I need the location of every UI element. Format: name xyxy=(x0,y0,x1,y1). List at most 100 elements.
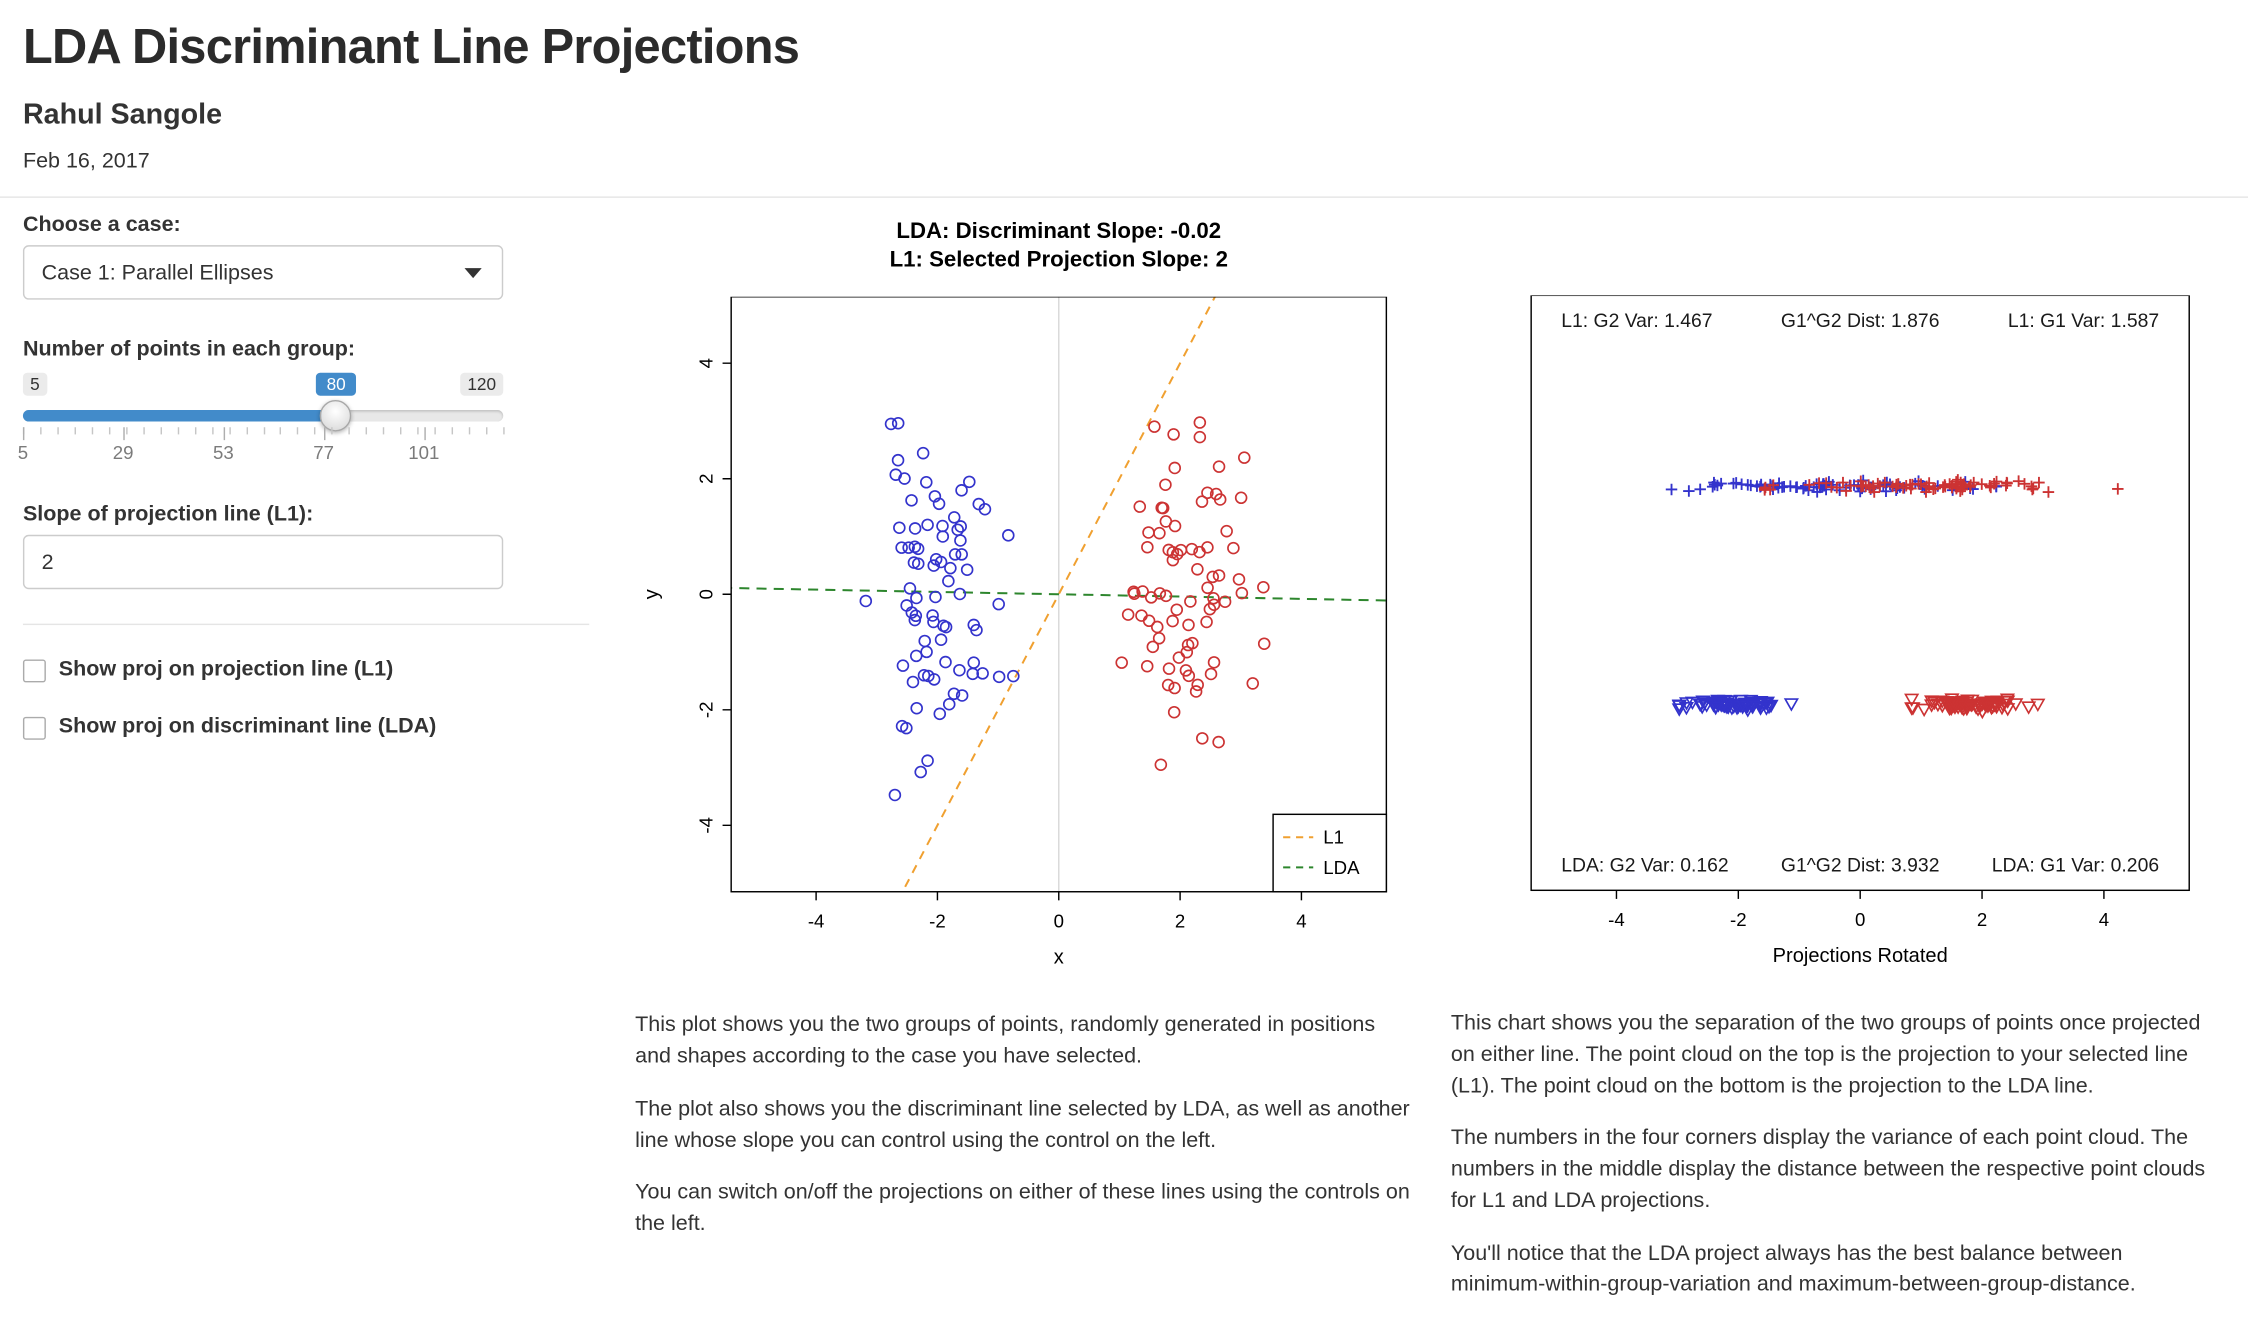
points-slider-label: Number of points in each group: xyxy=(22,336,356,362)
svg-text:-2: -2 xyxy=(929,911,946,932)
slider-major-tick xyxy=(423,427,426,441)
svg-text:L1: G2 Var: 1.467: L1: G2 Var: 1.467 xyxy=(1561,310,1712,332)
scatter-plot: -4 -2 0 2 4 -4 -2 0 2 4 x y L1 LDA xyxy=(641,297,1388,969)
points-slider[interactable]: 5 120 80 5 29 53 77 101 xyxy=(18,372,505,465)
case-select-label: Choose a case: xyxy=(22,212,181,237)
svg-text:x: x xyxy=(1054,947,1064,969)
slider-grid-label: 5 xyxy=(17,441,29,464)
case-select[interactable]: Case 1: Parallel Ellipses xyxy=(22,245,504,300)
svg-text:4: 4 xyxy=(1296,911,1306,932)
slider-min-label: 5 xyxy=(22,372,47,396)
svg-text:Projections Rotated: Projections Rotated xyxy=(1773,945,1948,967)
slider-grid-label: 53 xyxy=(213,441,234,464)
slider-grid-label: 29 xyxy=(112,441,134,464)
show-proj-l1-checkbox-row[interactable]: Show proj on projection line (L1) xyxy=(22,656,589,683)
slider-fill xyxy=(22,410,337,422)
main-row: Choose a case: Case 1: Parallel Ellipses… xyxy=(0,198,2248,1322)
svg-text:y: y xyxy=(641,590,663,600)
slider-minor-tick xyxy=(177,427,179,435)
slider-minor-tick xyxy=(348,427,351,435)
slider-minor-tick xyxy=(228,427,231,435)
slope-input-label: Slope of projection line (L1): xyxy=(22,501,314,527)
slider-minor-tick xyxy=(91,427,93,435)
show-proj-lda-checkbox[interactable] xyxy=(22,716,46,740)
show-proj-l1-label: Show proj on projection line (L1) xyxy=(58,656,394,681)
slider-minor-tick xyxy=(434,427,437,435)
show-proj-lda-label: Show proj on discriminant line (LDA) xyxy=(58,713,437,739)
slider-minor-tick xyxy=(400,427,402,435)
slider-minor-tick xyxy=(74,427,76,435)
slider-minor-tick xyxy=(280,427,282,435)
slider-minor-tick xyxy=(108,427,111,435)
slider-major-tick xyxy=(123,427,125,441)
scatter-plot-title-line1: LDA: Discriminant Slope: -0.02 xyxy=(896,219,1222,244)
slider-value-badge: 80 xyxy=(316,372,356,396)
show-proj-l1-checkbox[interactable] xyxy=(22,659,46,683)
svg-text:2: 2 xyxy=(1977,909,1987,930)
svg-text:4: 4 xyxy=(2099,909,2109,930)
sidebar-divider xyxy=(22,623,590,626)
svg-text:0: 0 xyxy=(1054,911,1064,932)
header: LDA Discriminant Line Projections Rahul … xyxy=(0,0,2248,173)
svg-text:G1^G2 Dist: 1.876: G1^G2 Dist: 1.876 xyxy=(1781,310,1940,332)
svg-text:-2: -2 xyxy=(1730,909,1747,930)
author: Rahul Sangole xyxy=(22,98,223,131)
note-paragraph: The plot also shows you the discriminant… xyxy=(635,1096,1410,1152)
slider-minor-tick xyxy=(314,427,316,435)
svg-text:2: 2 xyxy=(1175,911,1185,932)
note-paragraph: The numbers in the four corners display … xyxy=(1450,1125,2206,1213)
show-proj-lda-checkbox-row[interactable]: Show proj on discriminant line (LDA) xyxy=(22,713,589,740)
svg-text:4: 4 xyxy=(696,358,717,368)
scatter-plot-notes: This plot shows you the two groups of po… xyxy=(635,1010,1412,1240)
slider-handle[interactable] xyxy=(320,399,352,432)
svg-text:-4: -4 xyxy=(808,911,825,932)
spacer xyxy=(1451,198,2215,295)
slider-minor-tick xyxy=(160,427,162,435)
slider-minor-tick xyxy=(143,427,145,435)
slider-major-tick xyxy=(323,427,326,441)
slider-minor-tick xyxy=(451,427,454,435)
slider-minor-tick xyxy=(40,427,42,435)
scatter-plot-title-line2: L1: Selected Projection Slope: 2 xyxy=(889,248,1228,273)
header-divider xyxy=(0,196,2248,198)
slider-minor-tick xyxy=(57,427,59,435)
slider-minor-tick xyxy=(263,427,265,435)
slider-grid-label: 101 xyxy=(408,441,440,464)
slope-input[interactable] xyxy=(22,534,504,590)
svg-text:-2: -2 xyxy=(696,702,717,719)
sidebar: Choose a case: Case 1: Parallel Ellipses… xyxy=(18,198,590,740)
slider-minor-tick xyxy=(365,427,368,435)
date: Feb 16, 2017 xyxy=(22,149,150,174)
slider-major-tick xyxy=(22,427,25,441)
slider-minor-tick xyxy=(211,427,214,435)
note-paragraph: This plot shows you the two groups of po… xyxy=(635,1012,1376,1069)
svg-text:LDA: G2 Var: 0.162: LDA: G2 Var: 0.162 xyxy=(1561,855,1728,877)
note-paragraph: You'll notice that the LDA project alway… xyxy=(1450,1240,2136,1297)
slider-minor-tick xyxy=(503,427,505,435)
svg-text:0: 0 xyxy=(1855,909,1865,930)
projection-plot-column: L1: G2 Var: 1.467 G1^G2 Dist: 1.876 L1: G1… xyxy=(1451,198,2215,1322)
slider-minor-tick xyxy=(383,427,385,435)
slider-grid-label: 77 xyxy=(313,441,335,464)
slider-minor-tick xyxy=(297,427,299,435)
svg-text:G1^G2 Dist: 3.932: G1^G2 Dist: 3.932 xyxy=(1781,855,1940,877)
scatter-plot-column: LDA: Discriminant Slope: -0.02 L1: Selec… xyxy=(635,198,1412,1261)
svg-text:L1: G1 Var: 1.587: L1: G1 Var: 1.587 xyxy=(2008,310,2159,332)
svg-text:L1: L1 xyxy=(1323,827,1344,848)
svg-text:LDA: G1 Var: 0.206: LDA: G1 Var: 0.206 xyxy=(1992,855,2159,877)
slider-minor-tick xyxy=(331,427,334,435)
slider-grid: 5 29 53 77 101 xyxy=(18,427,505,464)
slider-minor-tick xyxy=(486,427,488,435)
svg-text:LDA: LDA xyxy=(1323,857,1360,878)
svg-text:-4: -4 xyxy=(1608,909,1625,930)
slider-major-tick xyxy=(223,427,225,441)
svg-text:-4: -4 xyxy=(696,817,717,834)
note-paragraph: You can switch on/off the projections on… xyxy=(635,1180,1410,1236)
slider-max-label: 120 xyxy=(460,372,504,396)
slider-minor-tick xyxy=(417,427,419,435)
svg-text:2: 2 xyxy=(696,474,717,484)
slider-minor-tick xyxy=(245,427,248,435)
slider-minor-tick xyxy=(194,427,196,435)
scatter-plot-title: LDA: Discriminant Slope: -0.02 L1: Selec… xyxy=(731,218,1386,276)
